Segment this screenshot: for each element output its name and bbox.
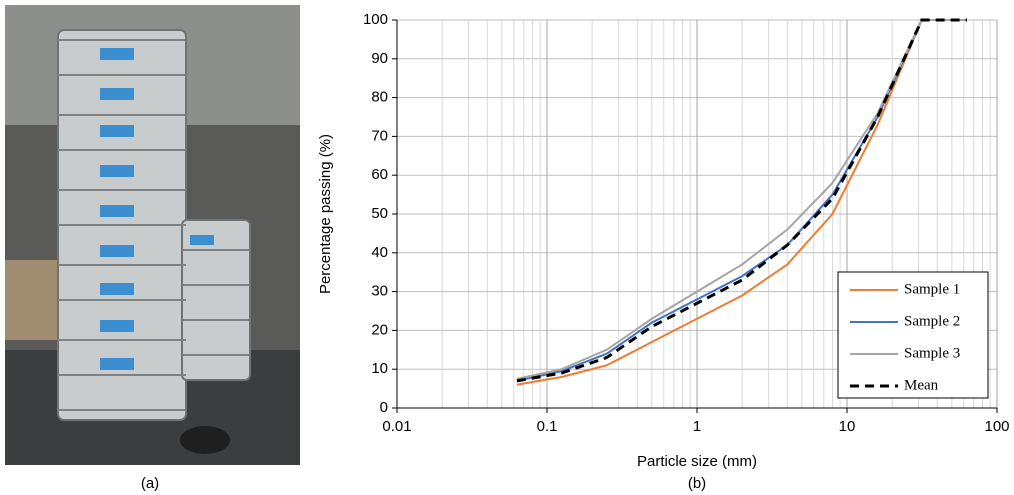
x-tick-label: 1 [693,418,701,435]
y-tick-label: 80 [371,89,388,106]
y-tick-label: 30 [371,283,388,300]
y-tick-label: 70 [371,127,388,144]
y-axis-title: Percentage passing (%) [317,134,334,294]
y-tick-label: 10 [371,360,388,377]
x-axis-title: Particle size (mm) [637,453,757,470]
legend-label: Sample 1 [904,281,960,297]
legend-label: Sample 2 [904,313,960,329]
photo [5,5,300,465]
y-tick-label: 100 [363,11,388,28]
y-tick-label: 90 [371,50,388,67]
figure: (a) (b) Particle size (mm) Percentage pa… [0,0,1014,495]
x-tick-label: 0.01 [382,418,411,435]
legend-label: Mean [904,377,939,393]
x-tick-label: 10 [839,418,856,435]
panel-label: (a) [141,475,159,492]
y-tick-label: 20 [371,321,388,338]
x-tick-label: 0.1 [537,418,558,435]
legend-label: Sample 3 [904,345,960,361]
x-tick-label: 100 [984,418,1009,435]
y-tick-label: 60 [371,166,388,183]
y-tick-label: 0 [380,399,388,416]
y-tick-label: 50 [371,205,388,222]
panel-label: (b) [688,475,706,492]
y-tick-label: 40 [371,244,388,261]
